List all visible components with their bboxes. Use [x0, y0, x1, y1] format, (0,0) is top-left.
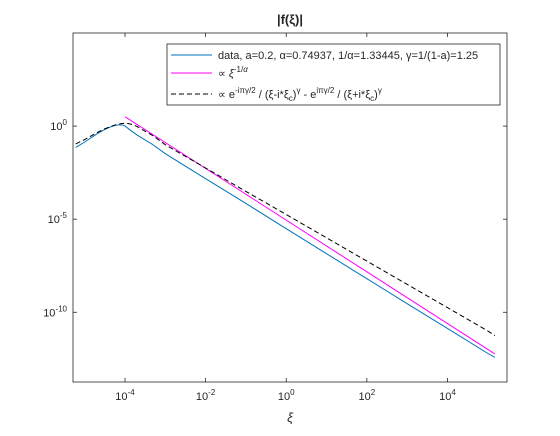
series-power-law-line	[124, 116, 496, 355]
series-layer	[75, 116, 496, 358]
series-model-line	[75, 122, 496, 337]
legend: data, a=0.2, α=0.74937, 1/α=1.33445, γ=1…	[166, 43, 501, 106]
legend-label-model: ∝ e-iπγ/2 / (ξ-i*ξc)γ - eiπγ/2 / (ξ+i*ξc…	[218, 86, 382, 103]
legend-label-data: data, a=0.2, α=0.74937, 1/α=1.33445, γ=1…	[218, 50, 478, 62]
x-tick-label: 10-4	[115, 388, 135, 403]
x-tick-label: 10-2	[196, 388, 216, 403]
y-tick-label: 100	[50, 118, 67, 133]
ticks-layer: 10-4 10-2 100 102 104 100 10-5 10-10	[43, 33, 507, 403]
y-tick-label: 10-10	[43, 304, 67, 319]
legend-box	[166, 43, 501, 106]
chart-title: |f(ξ)|	[277, 12, 303, 27]
axes-box	[72, 32, 508, 383]
x-axis-label: ξ	[287, 410, 294, 425]
x-tick-label: 100	[278, 388, 295, 403]
x-tick-label: 102	[358, 388, 375, 403]
y-tick-label: 10-5	[48, 211, 68, 226]
x-tick-label: 104	[439, 388, 456, 403]
